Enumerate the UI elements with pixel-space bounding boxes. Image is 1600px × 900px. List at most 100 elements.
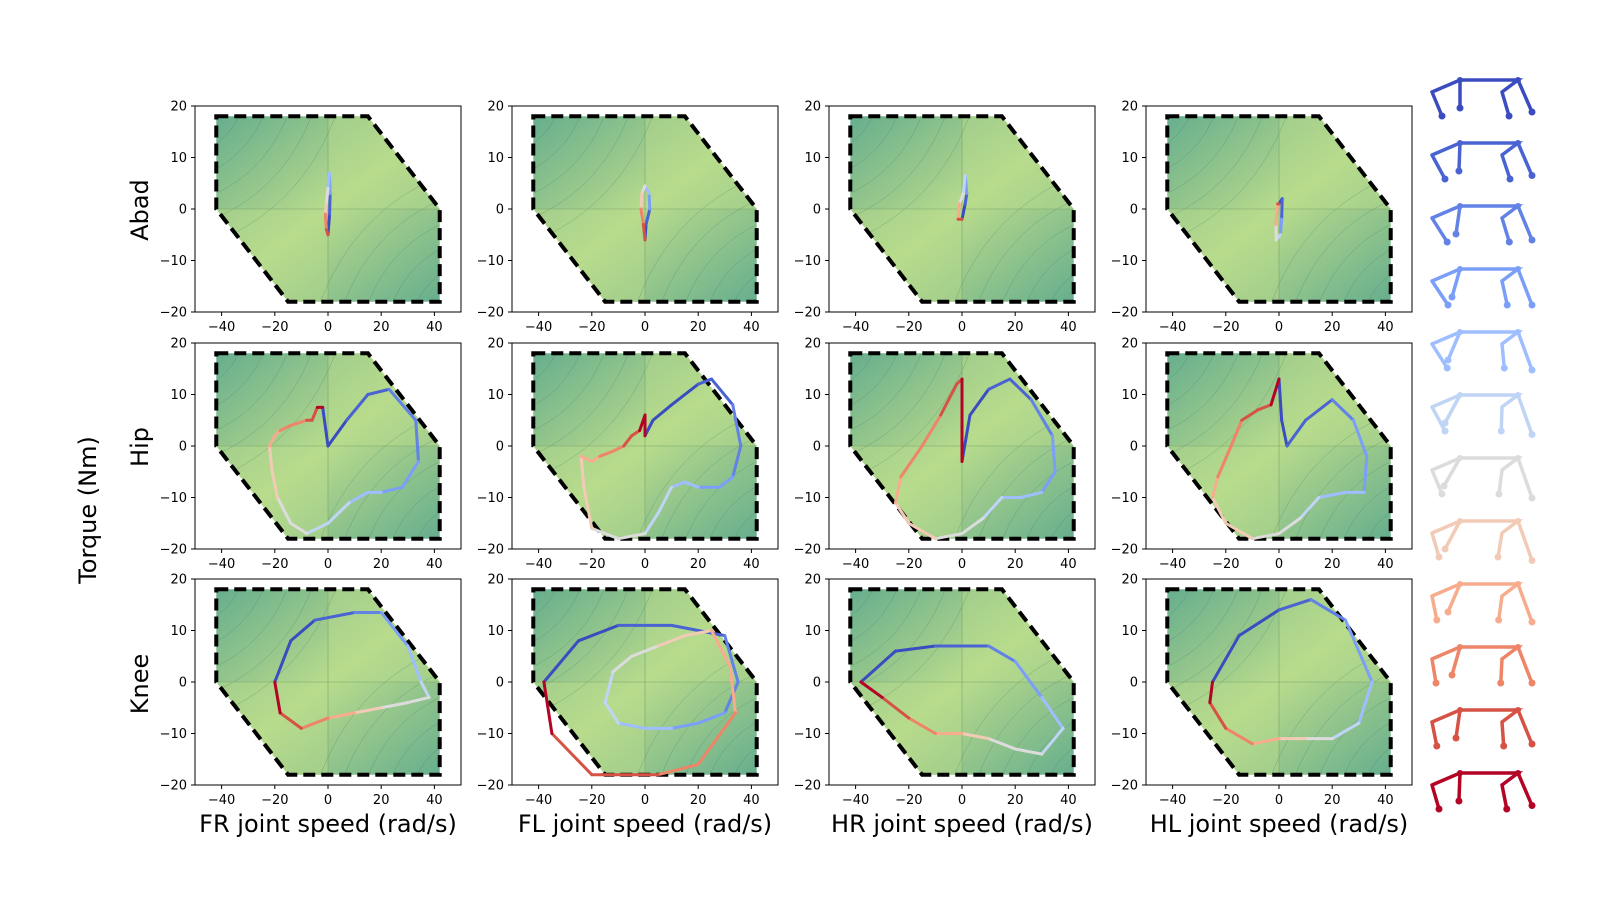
torque-speed-trajectory xyxy=(579,377,743,541)
trajectory-segment xyxy=(379,701,410,710)
trajectory-segment xyxy=(270,470,279,499)
y-tick-label: −20 xyxy=(1111,779,1138,794)
x-tick-label: −40 xyxy=(208,557,235,572)
robot-pose-icon xyxy=(1430,518,1536,564)
trajectory-segment xyxy=(324,186,330,206)
trajectory-segment xyxy=(907,521,937,541)
trajectory-segment xyxy=(933,532,964,541)
y-tick-label: 10 xyxy=(1121,151,1138,166)
x-tick-label: 0 xyxy=(324,320,332,335)
y-tick-label: 20 xyxy=(1121,573,1138,588)
trajectory-segment xyxy=(1278,217,1284,237)
trajectory-segment xyxy=(683,480,700,489)
trajectory-segment xyxy=(859,649,897,684)
y-tick-label: 10 xyxy=(804,624,821,639)
trajectory-segment xyxy=(267,444,274,474)
trajectory-segment xyxy=(278,423,293,433)
y-tick-label: −10 xyxy=(1111,254,1138,269)
trajectory-segment xyxy=(1224,521,1254,541)
feasible-region-boundary xyxy=(531,587,759,777)
trajectory-segment xyxy=(406,695,431,705)
trajectory-segment xyxy=(1013,659,1044,699)
trajectory-segment xyxy=(542,680,554,735)
trajectory-segment xyxy=(326,711,357,720)
trajectory-segment xyxy=(616,721,647,730)
y-tick-label: 0 xyxy=(1130,676,1138,691)
x-tick-label: 40 xyxy=(426,320,443,335)
trajectory-segment xyxy=(1317,490,1347,499)
trajectory-segment xyxy=(1040,470,1057,494)
trajectory-segment xyxy=(1274,202,1280,226)
trajectory-segment xyxy=(981,496,1004,520)
x-tick-label: 40 xyxy=(1060,557,1077,572)
x-tick-label: 0 xyxy=(1275,793,1283,808)
y-tick-label: −10 xyxy=(794,254,821,269)
robot-pose-icon xyxy=(1430,455,1536,502)
x-tick-label: 20 xyxy=(1007,320,1024,335)
trajectory-segment xyxy=(305,521,330,536)
y-tick-label: 20 xyxy=(487,573,504,588)
y-tick-label: −20 xyxy=(794,306,821,321)
x-tick-label: 20 xyxy=(1324,557,1341,572)
trajectory-segment xyxy=(1256,403,1273,412)
trajectory-segment xyxy=(960,732,991,741)
x-tick-label: −40 xyxy=(525,557,552,572)
trajectory-segment xyxy=(960,202,967,221)
y-tick-label: 20 xyxy=(170,573,187,588)
x-tick-label: 20 xyxy=(1324,793,1341,808)
torque-speed-trajectory xyxy=(1208,598,1374,746)
y-tick-label: −20 xyxy=(477,543,504,558)
subplot-abad-hr: −40 −20 0 20 40 20 10 0 −10 −20 xyxy=(794,100,1096,335)
trajectory-segment xyxy=(616,532,647,541)
feasible-region-boundary xyxy=(1165,114,1393,304)
trajectory-segment xyxy=(1277,377,1284,422)
trajectory-segment xyxy=(670,382,700,407)
x-tick-label: 0 xyxy=(641,557,649,572)
y-tick-label: −20 xyxy=(477,306,504,321)
trajectory-segment xyxy=(345,393,370,422)
trajectory-segment xyxy=(1285,418,1308,448)
x-tick-label: 0 xyxy=(958,320,966,335)
trajectory-segment xyxy=(1040,695,1065,730)
subplot-abad-fl: −40 −20 0 20 40 20 10 0 −10 −20 xyxy=(477,100,779,335)
trajectory-segment xyxy=(289,521,309,536)
feasible-region-shading xyxy=(1167,353,1391,539)
y-tick-label: 20 xyxy=(487,100,504,115)
trajectory-segment xyxy=(1277,598,1313,612)
feasible-region-boundary xyxy=(848,114,1076,304)
trajectory-segment xyxy=(651,403,674,422)
col-label-fl: FL joint speed (rad/s) xyxy=(518,810,772,838)
trajectory-segment xyxy=(273,680,282,715)
feasible-region-boundary xyxy=(848,587,1076,777)
y-tick-label: 20 xyxy=(1121,337,1138,352)
trajectory-segment xyxy=(1309,598,1347,622)
robot-pose-icon xyxy=(1430,203,1536,246)
x-tick-label: 40 xyxy=(1060,320,1077,335)
trajectory-segment xyxy=(1208,701,1228,730)
robot-pose-icon xyxy=(1430,266,1536,309)
robot-pose-icon xyxy=(1430,329,1536,374)
subplot-grid: −40 −20 0 20 40 20 10 0 −10 −20 −40 −20 0 20 40 20 10 0 −1… xyxy=(160,100,1413,808)
trajectory-segment xyxy=(267,434,277,448)
y-tick-label: 10 xyxy=(487,624,504,639)
robot-pose-icon xyxy=(1430,77,1536,120)
y-tick-label: −10 xyxy=(160,491,187,506)
trajectory-segment xyxy=(961,174,967,196)
trajectory-segment xyxy=(379,485,404,494)
row-label-abad: Abad xyxy=(126,179,154,241)
feasible-region-shading xyxy=(1167,116,1391,302)
trajectory-segment xyxy=(894,644,937,653)
trajectory-segment xyxy=(696,711,727,725)
torque-speed-trajectory xyxy=(1211,377,1369,541)
trajectory-segment xyxy=(1250,532,1281,541)
torque-speed-trajectory xyxy=(1274,197,1284,242)
trajectory-segment xyxy=(1240,408,1260,422)
trajectory-segment xyxy=(907,716,937,735)
y-tick-label: −10 xyxy=(794,491,821,506)
x-tick-label: −40 xyxy=(208,793,235,808)
y-tick-label: 10 xyxy=(804,151,821,166)
x-tick-label: −20 xyxy=(895,793,922,808)
trajectory-segment xyxy=(643,511,660,536)
y-tick-label: 20 xyxy=(804,573,821,588)
